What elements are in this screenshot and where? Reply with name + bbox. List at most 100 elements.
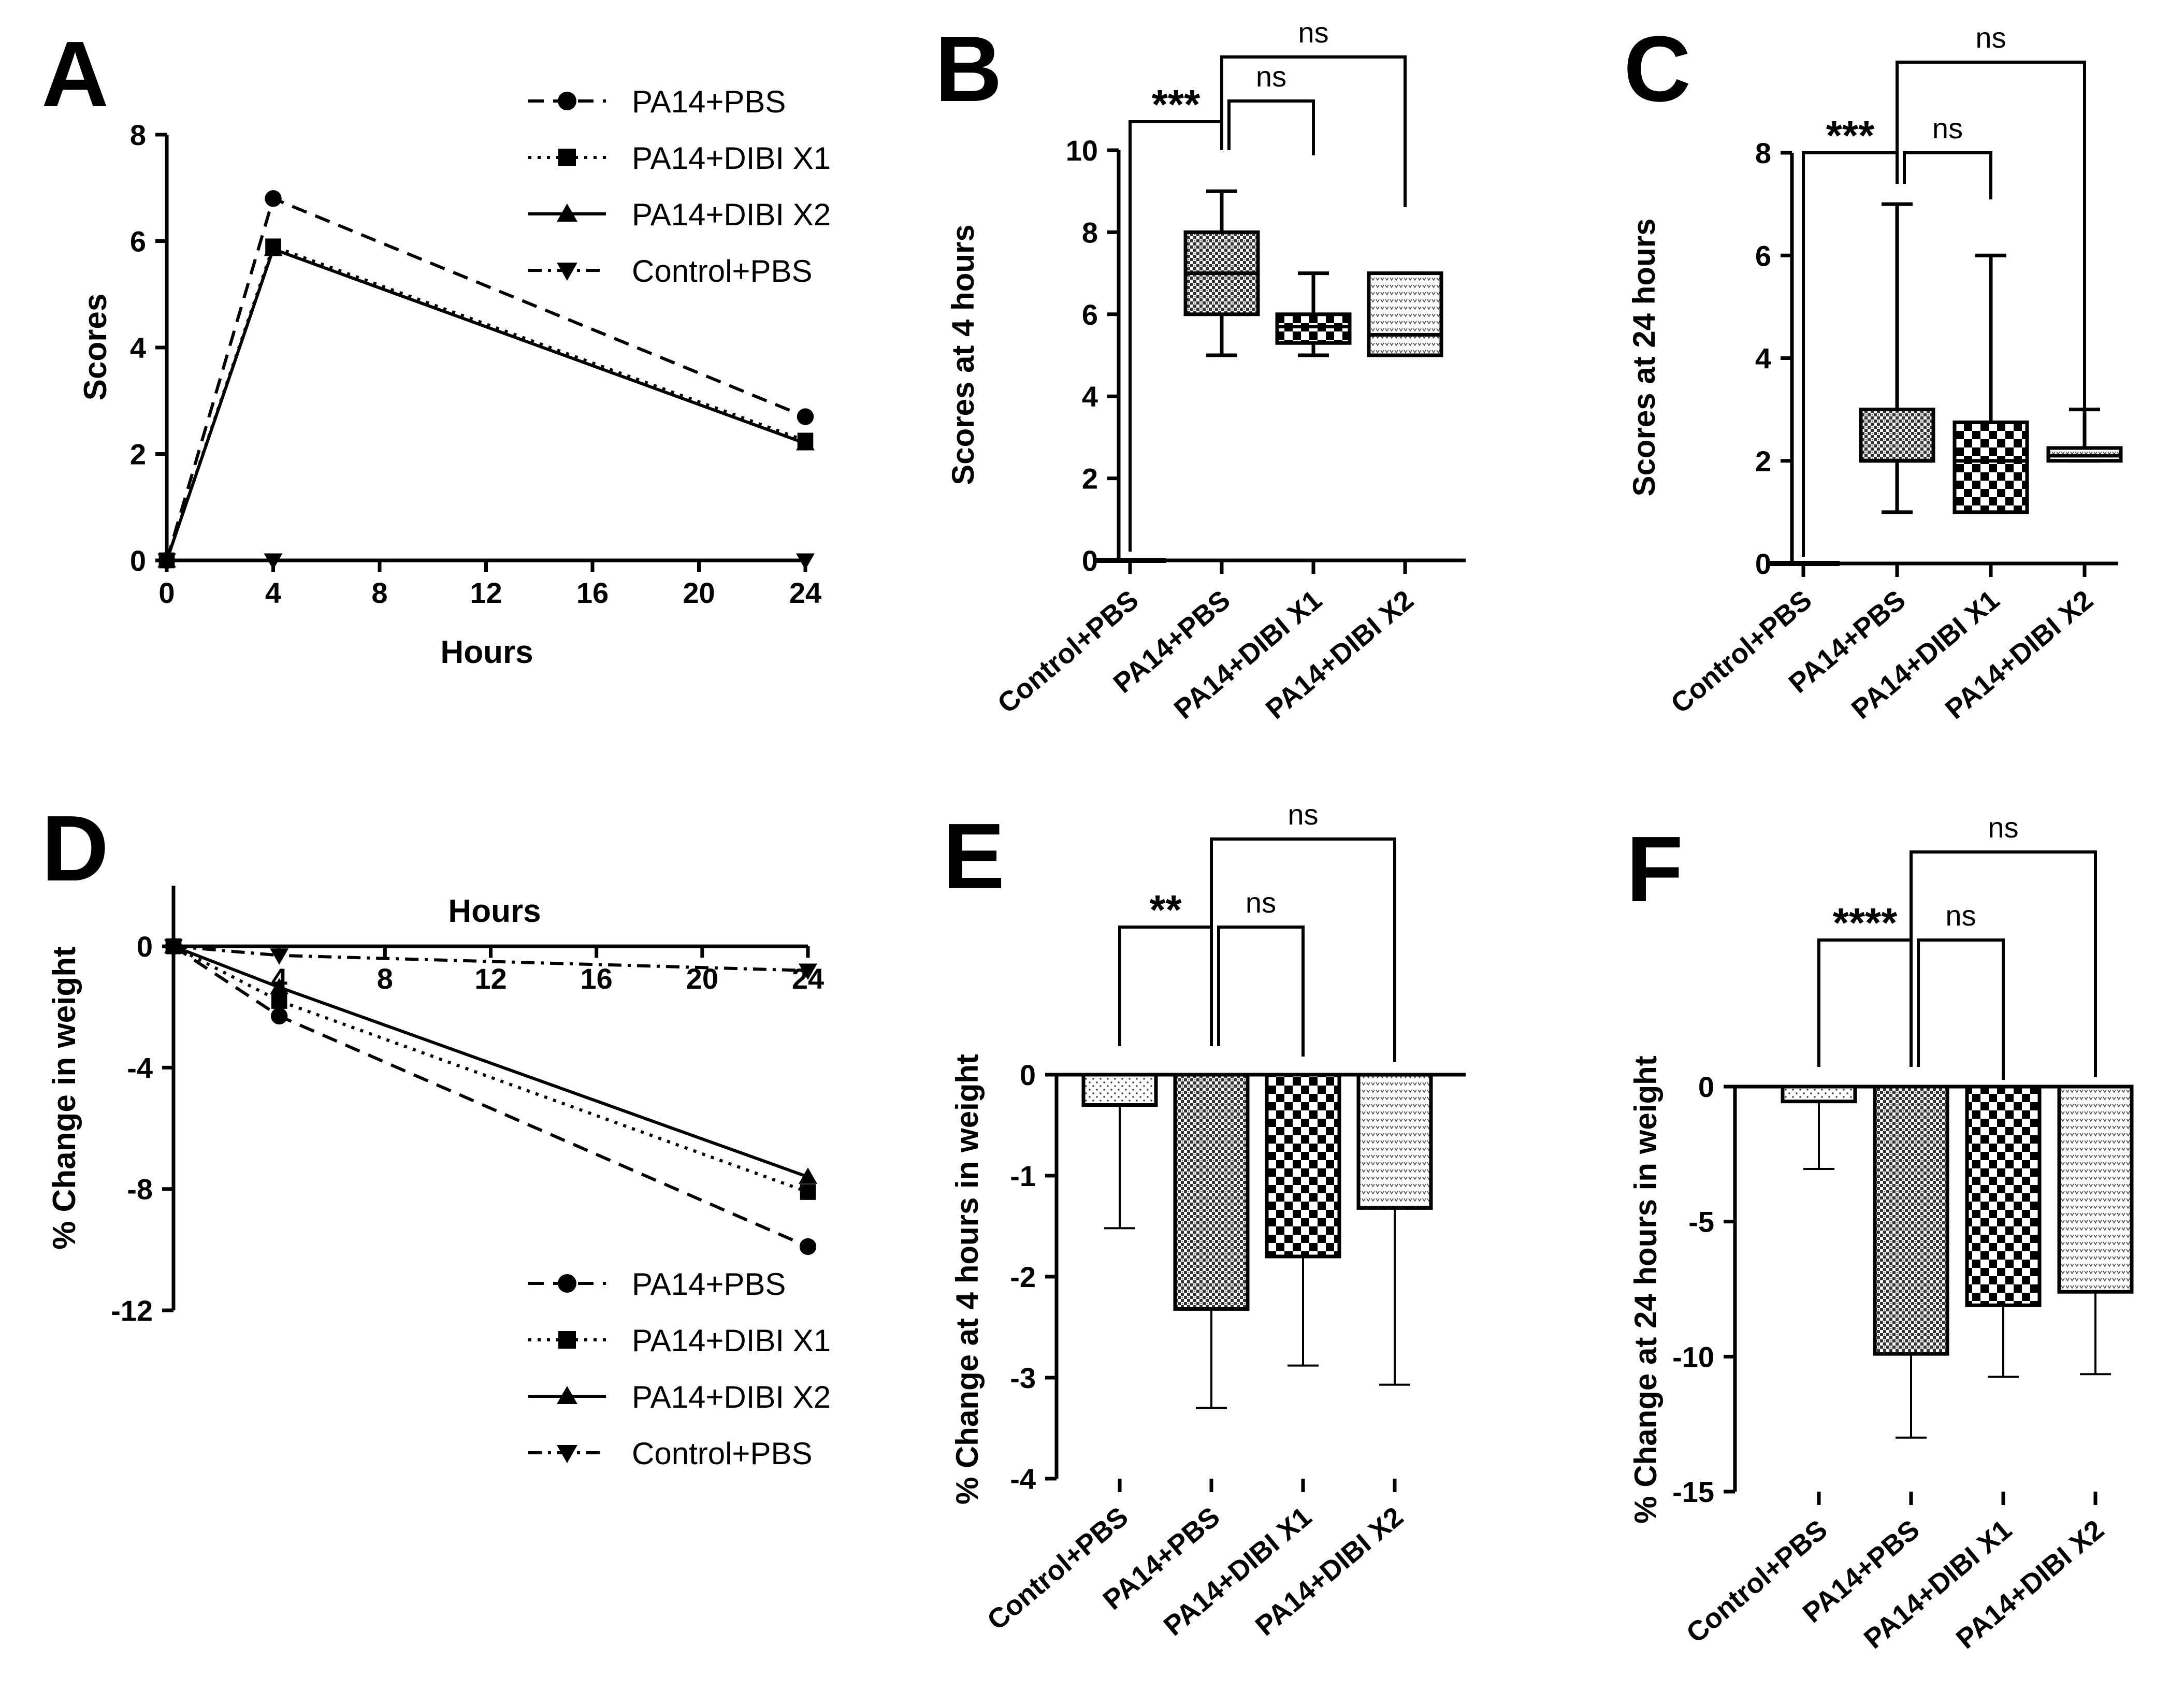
legend-marker-control-pbs bbox=[557, 1445, 577, 1463]
y-tick-label: -10 bbox=[1672, 1340, 1714, 1373]
data-point-control-pbs bbox=[157, 553, 176, 570]
legend-marker-pa14-dibi-x1 bbox=[558, 149, 576, 166]
series-line-pa14-dibi-x1 bbox=[172, 945, 809, 1194]
x-tick-label: 20 bbox=[683, 576, 715, 609]
legend-label-pa14-pbs: PA14+PBS bbox=[632, 1267, 786, 1302]
panel-d-line-chart: 0-4-8-124812162024Hours% Change in weigh… bbox=[47, 886, 831, 1471]
significance-label: ns bbox=[1298, 16, 1328, 49]
significance-label: ** bbox=[1149, 887, 1182, 933]
y-tick-label: -2 bbox=[1010, 1261, 1036, 1293]
significance-label: ns bbox=[1246, 886, 1276, 919]
x-tick-label: 24 bbox=[789, 576, 821, 609]
bar-pa14-dibi-x2 bbox=[2057, 1085, 2134, 1294]
y-tick-label: 6 bbox=[1755, 239, 1771, 272]
y-axis-label: % Change at 4 hours in weight bbox=[950, 1054, 985, 1505]
significance-label: ns bbox=[1988, 811, 2018, 844]
significance-bracket bbox=[1817, 938, 1913, 1067]
y-tick-label: 0 bbox=[1020, 1059, 1036, 1091]
y-tick-label: -12 bbox=[111, 1294, 153, 1327]
y-tick-label: 2 bbox=[1082, 463, 1098, 495]
bar-pa14-dibi-x2 bbox=[1356, 1073, 1433, 1210]
data-point-pa14-dibi-x1 bbox=[800, 1184, 816, 1200]
significance-bracket bbox=[1118, 926, 1213, 1046]
category-label-control-pbs: Control+PBS bbox=[1665, 584, 1818, 719]
significance-label: **** bbox=[1833, 900, 1898, 946]
y-tick-label: 0 bbox=[1698, 1071, 1714, 1103]
significance-bracket bbox=[1903, 151, 1992, 199]
significance-bracket bbox=[1917, 938, 2005, 1080]
y-tick-label: 8 bbox=[1755, 137, 1771, 169]
y-tick-label: 4 bbox=[1755, 342, 1771, 375]
legend-label-pa14-pbs: PA14+PBS bbox=[632, 84, 786, 119]
significance-bracket bbox=[1129, 120, 1223, 552]
data-point-control-pbs bbox=[164, 939, 183, 956]
y-tick-label: -4 bbox=[127, 1051, 153, 1084]
category-label-control-pbs: Control+PBS bbox=[992, 584, 1145, 719]
y-tick-label: 10 bbox=[1066, 134, 1098, 167]
legend-marker-control-pbs bbox=[557, 263, 577, 281]
bar-pa14-dibi-x1 bbox=[1265, 1073, 1341, 1259]
legend-marker-pa14-dibi-x2 bbox=[557, 204, 577, 222]
data-point-pa14-dibi-x2 bbox=[270, 978, 289, 994]
box-pa14-dibi-x1 bbox=[1275, 312, 1352, 345]
significance-label: ns bbox=[1932, 112, 1963, 144]
significance-label: ns bbox=[1256, 60, 1286, 93]
y-tick-label: 0 bbox=[137, 930, 153, 963]
legend-marker-pa14-dibi-x1 bbox=[558, 1331, 576, 1349]
y-tick-label: 2 bbox=[1755, 445, 1771, 478]
legend-label-control-pbs: Control+PBS bbox=[632, 254, 813, 288]
y-tick-label: -15 bbox=[1672, 1476, 1714, 1508]
data-point-pa14-dibi-x2 bbox=[796, 433, 815, 451]
panel-letter-B: B bbox=[935, 17, 1002, 121]
significance-bracket bbox=[1210, 837, 1396, 1062]
y-axis-label: Scores bbox=[78, 294, 113, 401]
data-point-pa14-pbs bbox=[265, 190, 282, 207]
y-axis-label: % Change at 24 hours in weight bbox=[1628, 1056, 1663, 1523]
bar-pa14-pbs bbox=[1173, 1073, 1250, 1311]
y-tick-label: 4 bbox=[130, 331, 146, 364]
data-point-pa14-dibi-x2 bbox=[799, 1167, 817, 1184]
y-tick-label: -1 bbox=[1010, 1160, 1036, 1192]
data-point-pa14-pbs bbox=[797, 408, 814, 425]
legend-label-pa14-dibi-x2: PA14+DIBI X2 bbox=[632, 197, 831, 232]
y-axis-label: % Change in weight bbox=[47, 946, 82, 1250]
significance-label: *** bbox=[1152, 81, 1201, 127]
y-tick-label: 8 bbox=[130, 119, 146, 151]
legend-label-control-pbs: Control+PBS bbox=[632, 1436, 813, 1471]
box-pa14-pbs bbox=[1859, 408, 1935, 463]
bar-control-pbs bbox=[1081, 1073, 1158, 1107]
series-line-pa14-pbs bbox=[165, 196, 806, 561]
box-pa14-dibi-x1 bbox=[1952, 420, 2029, 514]
y-axis-label: Scores at 4 hours bbox=[946, 224, 980, 485]
x-tick-label: 16 bbox=[581, 962, 613, 995]
y-tick-label: -5 bbox=[1688, 1206, 1714, 1238]
category-label-control-pbs: Control+PBS bbox=[1681, 1514, 1833, 1649]
significance-label: ns bbox=[1975, 21, 2006, 54]
significance-bracket bbox=[1217, 926, 1305, 1057]
legend-label-pa14-dibi-x2: PA14+DIBI X2 bbox=[632, 1380, 831, 1414]
legend-marker-pa14-pbs bbox=[558, 1274, 576, 1293]
y-tick-label: 6 bbox=[130, 225, 146, 258]
data-point-pa14-pbs bbox=[799, 1238, 817, 1255]
panel-letter-C: C bbox=[1624, 17, 1691, 121]
panel-letter-E: E bbox=[943, 804, 1005, 908]
significance-bracket bbox=[1896, 61, 2086, 414]
x-axis-label: Hours bbox=[448, 893, 541, 929]
x-axis-label: Hours bbox=[440, 634, 533, 670]
data-point-control-pbs bbox=[799, 963, 817, 980]
bar-pa14-pbs bbox=[1873, 1085, 1949, 1356]
bar-control-pbs bbox=[1781, 1085, 1857, 1104]
x-tick-label: 4 bbox=[265, 576, 281, 609]
x-tick-label: 12 bbox=[474, 962, 507, 995]
y-tick-label: 4 bbox=[1082, 380, 1098, 413]
y-tick-label: 6 bbox=[1082, 298, 1098, 331]
significance-label: *** bbox=[1826, 112, 1875, 158]
x-tick-label: 0 bbox=[158, 576, 175, 609]
box-pa14-dibi-x2 bbox=[1367, 271, 1443, 357]
significance-bracket bbox=[1227, 99, 1315, 155]
data-point-control-pbs bbox=[270, 948, 289, 965]
panel-letter-A: A bbox=[41, 22, 109, 126]
